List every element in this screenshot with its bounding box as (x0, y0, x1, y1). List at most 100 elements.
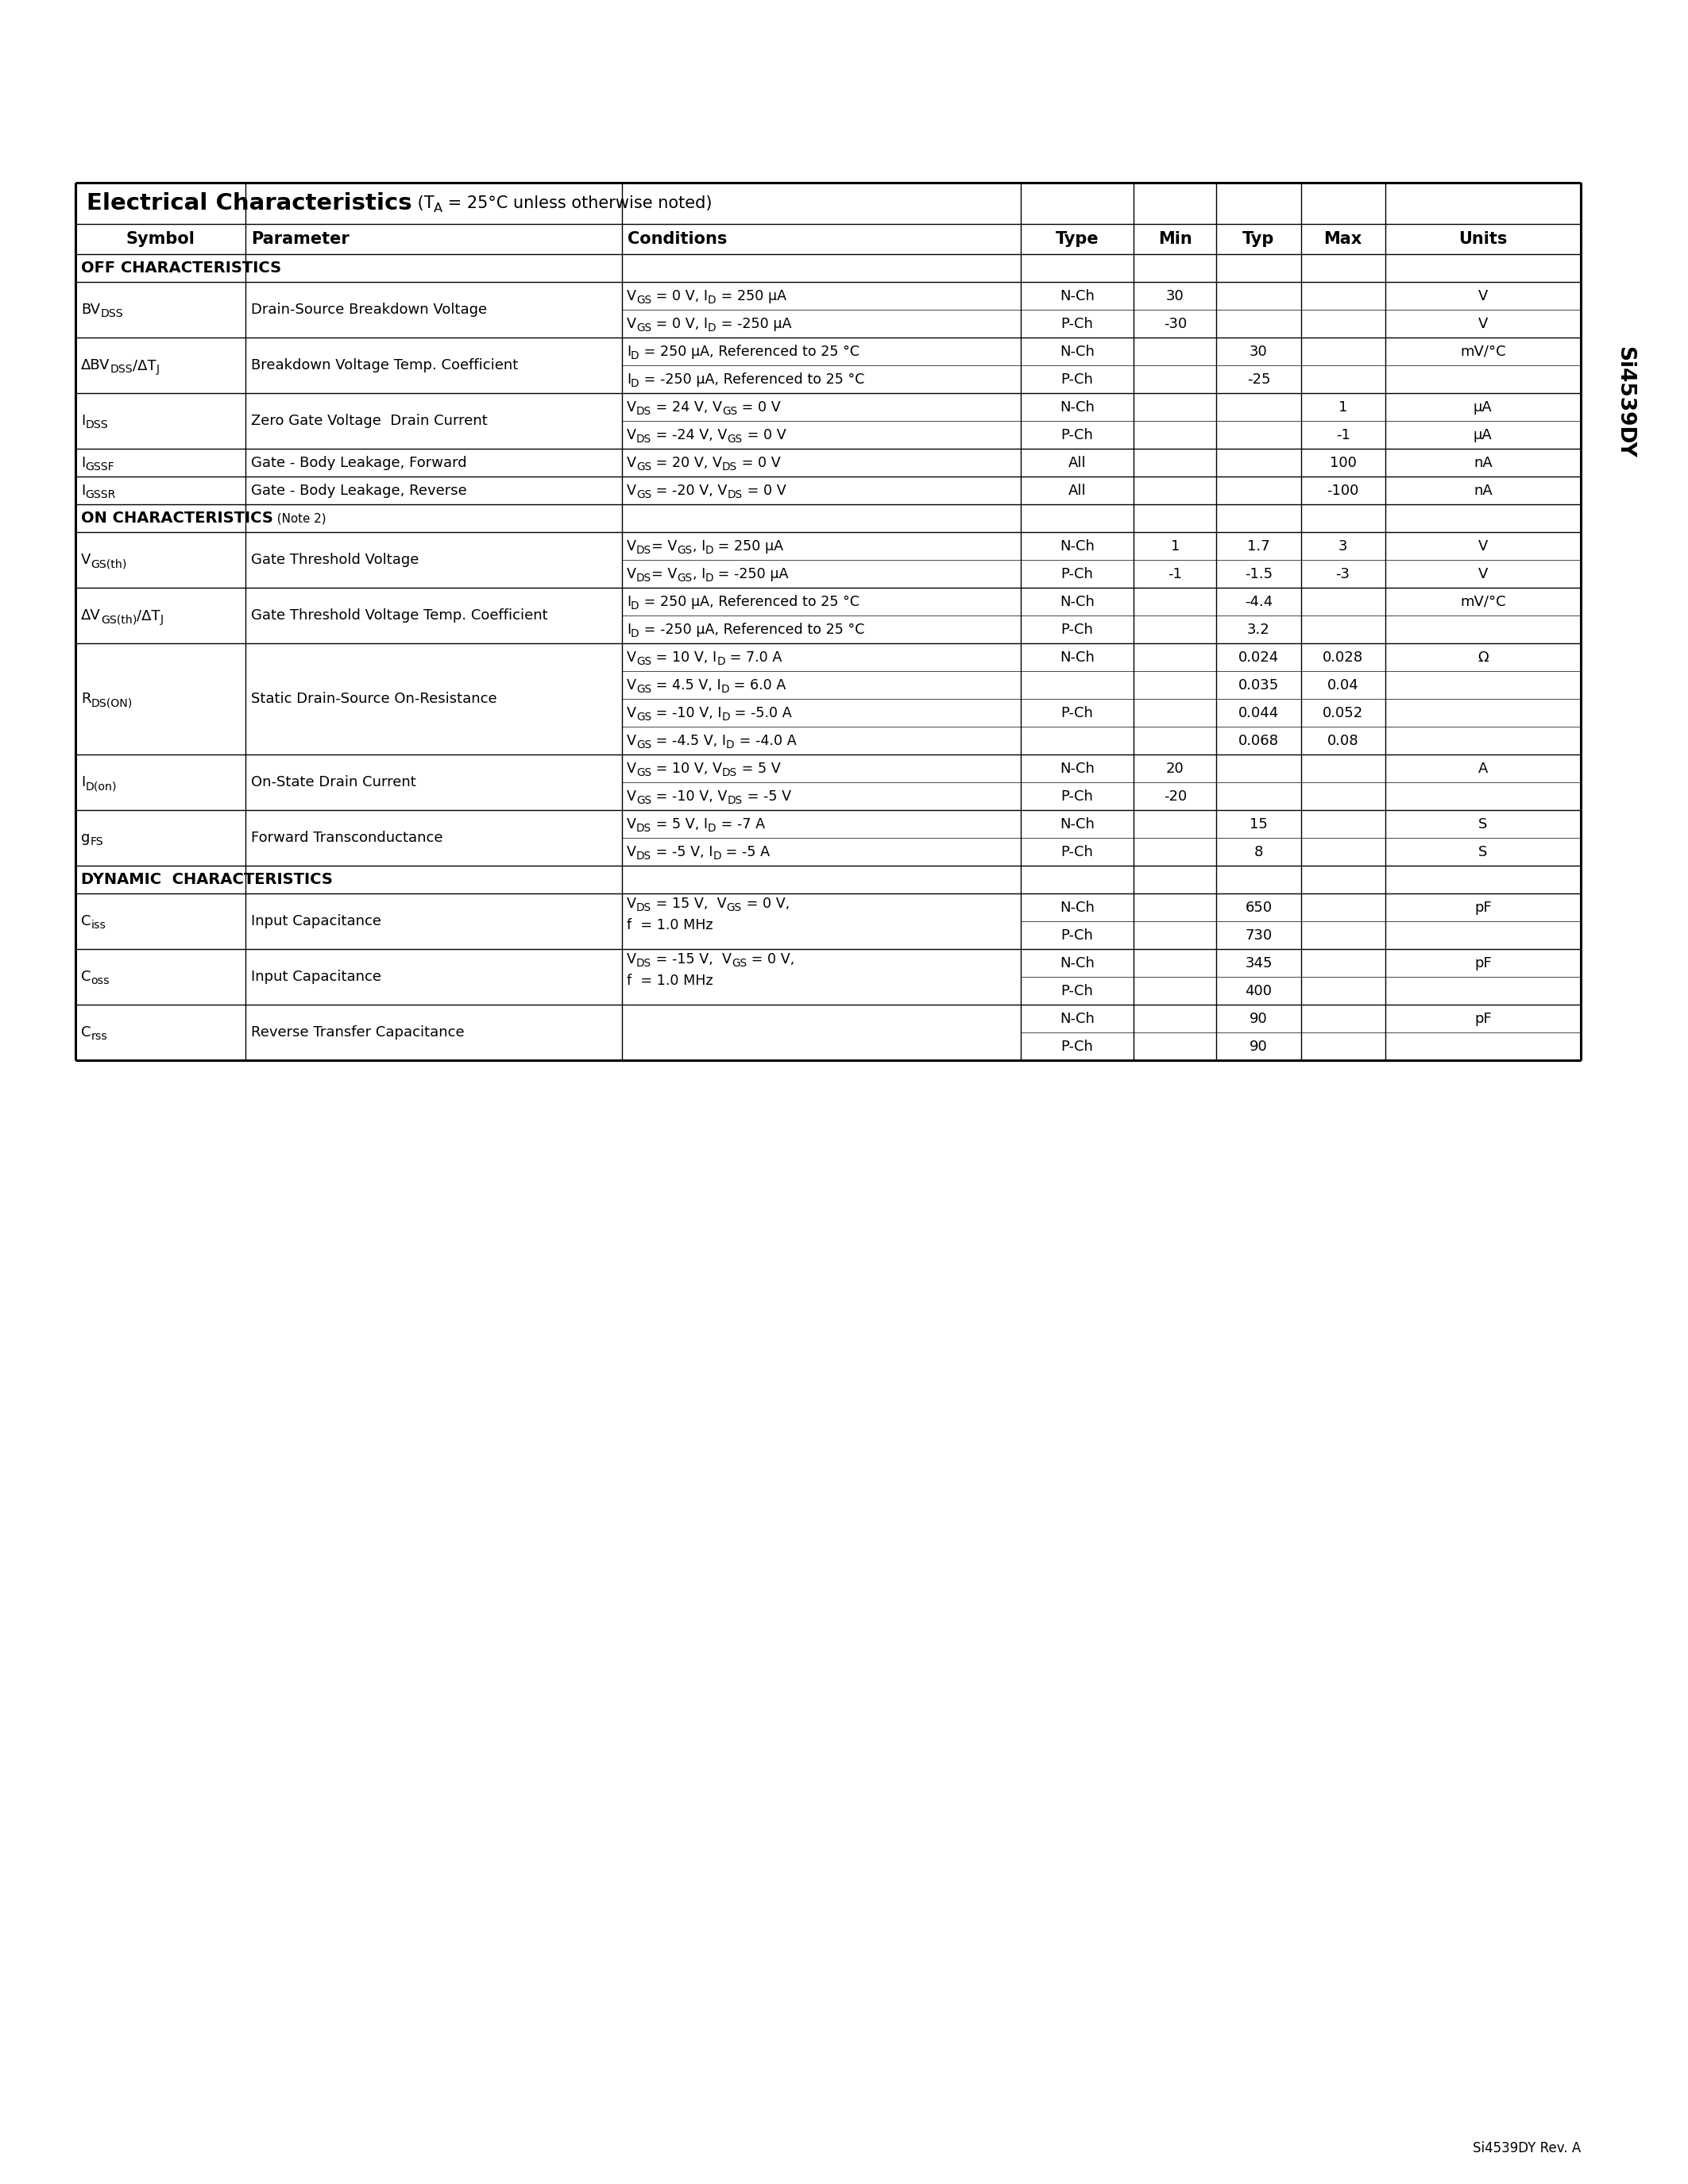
Text: D: D (726, 738, 734, 749)
Text: D: D (707, 295, 716, 306)
Text: = 0 V: = 0 V (738, 400, 782, 415)
Text: = -10 V, I: = -10 V, I (652, 705, 722, 721)
Text: DS: DS (636, 823, 652, 834)
Text: 400: 400 (1246, 983, 1273, 998)
Text: N-Ch: N-Ch (1060, 400, 1094, 415)
Text: N-Ch: N-Ch (1060, 594, 1094, 609)
Text: DS: DS (636, 432, 652, 443)
Text: Symbol: Symbol (127, 232, 196, 247)
Text: mV/°C: mV/°C (1460, 345, 1506, 358)
Text: P-Ch: P-Ch (1062, 428, 1094, 441)
Text: P-Ch: P-Ch (1062, 705, 1094, 721)
Text: Input Capacitance: Input Capacitance (252, 915, 381, 928)
Text: = 20 V, V: = 20 V, V (652, 456, 722, 470)
Text: V: V (626, 845, 636, 858)
Text: = 0 V,: = 0 V, (741, 898, 790, 911)
Text: /ΔT: /ΔT (133, 358, 157, 373)
Text: DS: DS (728, 489, 743, 500)
Text: I: I (81, 775, 84, 788)
Text: 0.024: 0.024 (1239, 651, 1280, 664)
Text: = -15 V,  V: = -15 V, V (652, 952, 731, 968)
Text: V: V (626, 734, 636, 747)
Text: Gate - Body Leakage, Forward: Gate - Body Leakage, Forward (252, 456, 468, 470)
Text: = -20 V, V: = -20 V, V (652, 483, 728, 498)
Text: GS: GS (636, 684, 652, 695)
Text: = 4.5 V, I: = 4.5 V, I (652, 677, 721, 692)
Text: = 5 V, I: = 5 V, I (652, 817, 707, 832)
Text: = -5 A: = -5 A (721, 845, 770, 858)
Text: GS(th): GS(th) (91, 559, 127, 570)
Text: GS: GS (728, 432, 743, 443)
Text: D: D (631, 349, 640, 360)
Text: C: C (81, 915, 91, 928)
Text: = -250 μA, Referenced to 25 °C: = -250 μA, Referenced to 25 °C (640, 622, 864, 636)
Text: I: I (626, 594, 631, 609)
Text: R: R (81, 692, 91, 705)
Text: Ω: Ω (1477, 651, 1489, 664)
Text: Min: Min (1158, 232, 1192, 247)
Text: -1.5: -1.5 (1244, 566, 1273, 581)
Text: I: I (626, 622, 631, 636)
Text: = -250 μA, Referenced to 25 °C: = -250 μA, Referenced to 25 °C (640, 371, 864, 387)
Text: On-State Drain Current: On-State Drain Current (252, 775, 417, 788)
Text: 345: 345 (1246, 957, 1273, 970)
Text: Forward Transconductance: Forward Transconductance (252, 830, 442, 845)
Text: J: J (157, 365, 160, 376)
Text: P-Ch: P-Ch (1062, 1040, 1094, 1053)
Text: 1: 1 (1339, 400, 1347, 415)
Text: -20: -20 (1163, 788, 1187, 804)
Text: J: J (160, 614, 164, 625)
Text: = -5 V, I: = -5 V, I (652, 845, 712, 858)
Text: Gate Threshold Voltage Temp. Coefficient: Gate Threshold Voltage Temp. Coefficient (252, 609, 549, 622)
Text: D: D (721, 684, 729, 695)
Text: = 25°C unless otherwise noted): = 25°C unless otherwise noted) (442, 194, 712, 212)
Text: V: V (626, 677, 636, 692)
Text: 90: 90 (1249, 1040, 1268, 1053)
Text: Typ: Typ (1242, 232, 1274, 247)
Text: V: V (626, 483, 636, 498)
Text: C: C (81, 1024, 91, 1040)
Text: 0.068: 0.068 (1239, 734, 1280, 747)
Text: 0.08: 0.08 (1327, 734, 1359, 747)
Text: P-Ch: P-Ch (1062, 788, 1094, 804)
Text: V: V (626, 539, 636, 553)
Text: OFF CHARACTERISTICS: OFF CHARACTERISTICS (81, 260, 282, 275)
Text: f  = 1.0 MHz: f = 1.0 MHz (626, 974, 712, 987)
Text: V: V (626, 817, 636, 832)
Text: N-Ch: N-Ch (1060, 762, 1094, 775)
Text: 15: 15 (1249, 817, 1268, 832)
Text: A: A (1479, 762, 1487, 775)
Text: D: D (706, 544, 714, 555)
Text: = 0 V: = 0 V (743, 483, 787, 498)
Text: S: S (1479, 845, 1487, 858)
Text: DSS: DSS (100, 308, 123, 319)
Text: 730: 730 (1246, 928, 1273, 941)
Text: D: D (712, 850, 721, 860)
Text: N-Ch: N-Ch (1060, 345, 1094, 358)
Text: GS: GS (636, 767, 652, 778)
Text: pF: pF (1474, 957, 1492, 970)
Text: = -250 μA: = -250 μA (714, 566, 788, 581)
Text: = 10 V, V: = 10 V, V (652, 762, 722, 775)
Text: = 24 V, V: = 24 V, V (652, 400, 722, 415)
Text: P-Ch: P-Ch (1062, 928, 1094, 941)
Text: -30: -30 (1163, 317, 1187, 330)
Text: V: V (81, 553, 91, 568)
Text: = 250 μA, Referenced to 25 °C: = 250 μA, Referenced to 25 °C (640, 345, 859, 358)
Text: D(on): D(on) (84, 782, 116, 793)
Text: = -250 μA: = -250 μA (716, 317, 792, 330)
Text: DS: DS (636, 959, 652, 970)
Text: 30: 30 (1166, 288, 1183, 304)
Text: 0.052: 0.052 (1323, 705, 1364, 721)
Text: I: I (81, 413, 84, 428)
Text: = 0 V: = 0 V (743, 428, 787, 441)
Text: D: D (706, 572, 714, 583)
Text: Input Capacitance: Input Capacitance (252, 970, 381, 985)
Text: = 0 V,: = 0 V, (746, 952, 795, 968)
Text: GS: GS (636, 712, 652, 723)
Text: Max: Max (1323, 232, 1362, 247)
Text: DSS: DSS (110, 365, 133, 376)
Text: DSS: DSS (84, 419, 108, 430)
Text: GSSR: GSSR (84, 489, 116, 500)
Text: oss: oss (91, 976, 110, 987)
